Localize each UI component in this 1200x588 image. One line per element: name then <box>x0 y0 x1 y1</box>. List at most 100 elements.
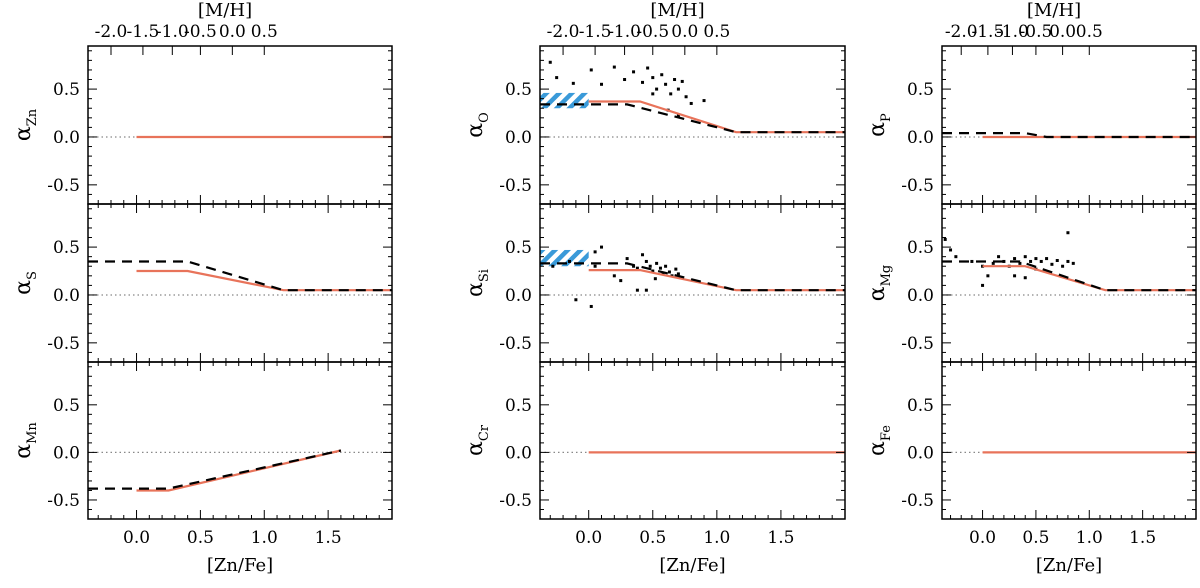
model-line <box>136 449 342 492</box>
data-point <box>548 60 552 64</box>
data-point <box>660 73 664 77</box>
data-point <box>669 92 673 96</box>
data-point <box>986 274 990 278</box>
top-x-tick-label: -0.5 <box>184 22 217 42</box>
panel-frame <box>941 361 1197 520</box>
panel-frame <box>539 361 846 520</box>
panel-frame <box>87 203 393 363</box>
y-axis-subscript: P <box>879 113 894 122</box>
y-axis-alpha: α <box>865 122 890 137</box>
data-point <box>981 283 985 287</box>
data-point <box>1013 257 1017 261</box>
panel-mg: 0.5 0.0 -0.5 αMg <box>865 203 1197 363</box>
x-axis-title: [Zn/Fe] <box>207 555 273 576</box>
top-x-tick-label: 0.0 <box>671 22 698 42</box>
x-tick-label: 1.0 <box>703 528 730 548</box>
y-axis-title: αMn <box>11 422 40 459</box>
data-point <box>1018 261 1022 265</box>
y-tick-label: -0.5 <box>47 491 80 511</box>
y-tick-label: 0.0 <box>907 286 934 306</box>
top-x-tick-label: -1.0 <box>608 22 641 42</box>
x-tick-label: 1.5 <box>315 528 342 548</box>
top-x-tick-label: 0.0 <box>219 22 246 42</box>
y-tick-label: 0.5 <box>53 238 80 258</box>
x-tick-label: 0.5 <box>187 528 214 548</box>
top-x-tick-label: 0.5 <box>251 22 278 42</box>
data-point <box>954 255 958 259</box>
data-point <box>651 92 655 96</box>
x-axis-title: [Zn/Fe] <box>659 555 725 576</box>
data-point <box>625 257 629 261</box>
model-line <box>982 265 1196 292</box>
data-point <box>684 95 688 99</box>
hatched-band <box>540 92 589 109</box>
panel-s: 0.5 0.0 -0.5 αS <box>11 203 393 363</box>
y-axis-alpha: α <box>463 123 488 138</box>
data-point <box>589 304 593 308</box>
model-line <box>588 100 845 134</box>
data-point <box>635 288 639 292</box>
top-x-tick-label: -2.0 <box>547 22 580 42</box>
data-point <box>551 264 555 268</box>
y-tick-label: 0.0 <box>53 128 80 148</box>
data-point <box>664 264 668 268</box>
y-tick-label: 0.0 <box>907 128 934 148</box>
data-point <box>641 80 645 84</box>
y-tick-label: 0.0 <box>907 443 934 463</box>
top-x-tick-label: -1.5 <box>579 22 612 42</box>
top-axis-title: [M/H] <box>1027 0 1081 21</box>
y-axis-alpha: α <box>11 126 36 141</box>
data-point <box>574 298 578 302</box>
y-axis-alpha: α <box>463 282 488 297</box>
y-axis-alpha: α <box>463 441 488 456</box>
top-x-tick-label: -1.5 <box>972 22 1005 42</box>
y-axis-title: αZn <box>11 108 40 141</box>
data-point <box>680 79 684 83</box>
data-point <box>646 66 650 70</box>
plot-area <box>540 60 845 138</box>
top-x-tick-label: -1.5 <box>127 22 160 42</box>
panel-frame <box>539 45 846 205</box>
data-point <box>676 87 680 91</box>
top-x-tick-label: -1.0 <box>996 22 1029 42</box>
x-axis-title: [Zn/Fe] <box>1036 555 1102 576</box>
panel-frame <box>941 45 1197 205</box>
data-point <box>949 248 953 252</box>
y-axis-alpha: α <box>865 441 890 456</box>
data-point <box>664 82 668 86</box>
y-tick-label: 0.5 <box>505 396 532 416</box>
data-point <box>632 264 636 268</box>
fit-dashed-line <box>942 132 1196 139</box>
data-point <box>1050 262 1054 266</box>
y-tick-label: -0.5 <box>499 334 532 354</box>
data-point <box>1055 258 1059 262</box>
top-x-tick-label: -0.5 <box>1020 22 1053 42</box>
y-axis-title: αSi <box>463 269 492 297</box>
top-axis-title: [M/H] <box>650 0 704 21</box>
y-tick-label: 0.5 <box>907 80 934 100</box>
y-tick-label: 0.0 <box>53 286 80 306</box>
y-tick-label: 0.0 <box>505 286 532 306</box>
y-axis-alpha: α <box>11 280 36 295</box>
model-line <box>588 269 845 292</box>
y-axis-subscript: S <box>25 271 40 280</box>
x-tick-label: 0.5 <box>639 528 666 548</box>
x-tick-label: 1.0 <box>1076 528 1103 548</box>
x-tick-label: 0.5 <box>1022 528 1049 548</box>
y-axis-title: αS <box>11 271 40 295</box>
data-point <box>1023 276 1027 280</box>
data-point <box>1034 257 1038 261</box>
y-axis-alpha: α <box>865 286 890 301</box>
data-point <box>1002 259 1006 263</box>
data-point <box>635 266 639 270</box>
top-x-tick-label: 0.0 <box>1049 22 1076 42</box>
top-x-tick-label: -1.0 <box>156 22 189 42</box>
data-point <box>658 266 662 270</box>
data-point <box>641 253 645 257</box>
plot-area <box>88 449 392 492</box>
data-point <box>632 70 636 74</box>
y-tick-label: -0.5 <box>901 334 934 354</box>
y-tick-label: 0.0 <box>53 443 80 463</box>
data-point <box>673 78 677 82</box>
data-point <box>593 250 597 254</box>
